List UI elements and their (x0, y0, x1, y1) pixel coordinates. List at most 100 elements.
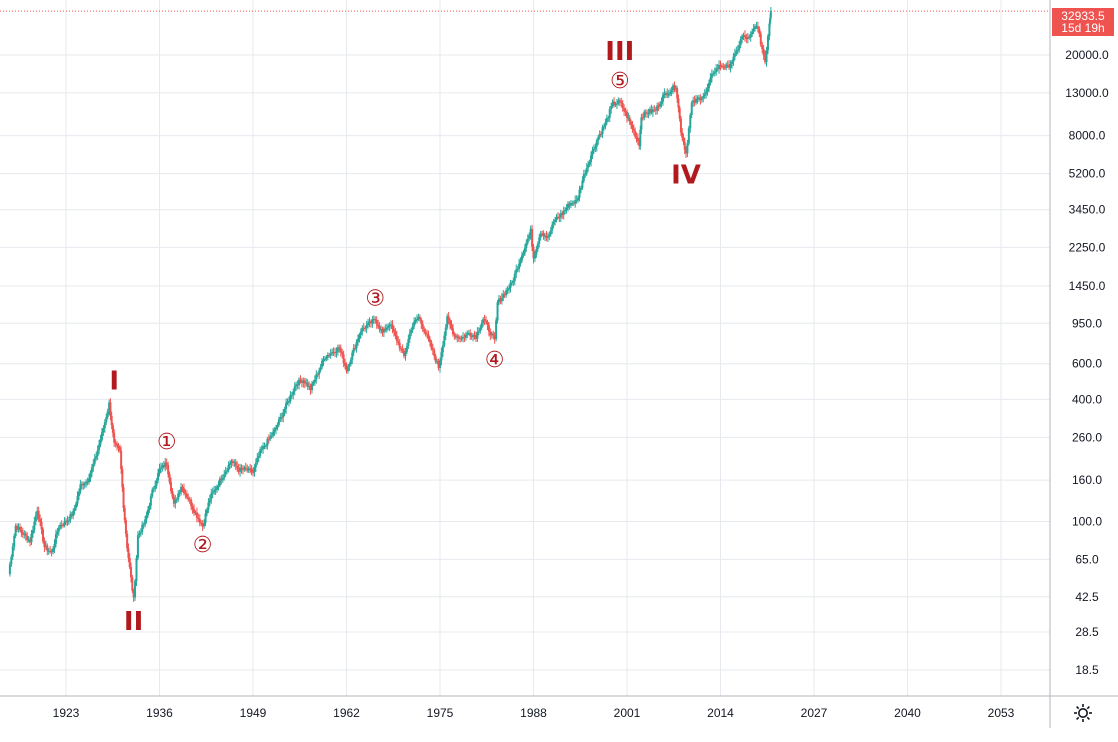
candle-body (197, 517, 200, 519)
candle-body (70, 514, 73, 517)
candle-body (391, 324, 394, 330)
x-axis-ticks[interactable]: 1923 1936 1949 1962 1975 1988 2001 2014 2027 2040… (53, 706, 1015, 720)
candle-body (351, 352, 354, 360)
candle-body (509, 282, 512, 289)
y-tick-label: 260.0 (1072, 430, 1102, 444)
candle-body (769, 18, 772, 24)
candle-body (226, 470, 229, 472)
candle-body (329, 353, 332, 356)
candle-body (664, 93, 667, 95)
candle-body (699, 97, 702, 100)
candle-body (60, 524, 63, 526)
candle-body (260, 449, 263, 451)
candle-body (473, 335, 476, 337)
candle-body (164, 462, 167, 468)
wave-label: ② (193, 533, 213, 558)
candle-body (551, 224, 554, 231)
candle-body (728, 64, 731, 68)
candle-body (63, 520, 66, 526)
candle-body (731, 61, 734, 64)
candle-body (413, 321, 416, 327)
candle-body (285, 403, 288, 409)
candle-body (263, 445, 266, 447)
candle-body (201, 523, 204, 527)
wave-label: ⑤ (610, 69, 630, 94)
candle-body (411, 326, 414, 330)
candle-body (349, 359, 352, 365)
candle-body (636, 137, 639, 142)
candle-body (555, 216, 558, 220)
candle-body (246, 468, 249, 471)
candle-body (713, 72, 716, 74)
y-axis-ticks[interactable]: 20000.0 13000.0 8000.0 5200.0 3450.0 2250.0 14… (1065, 48, 1109, 677)
candle-body (241, 468, 244, 470)
candle-body (52, 548, 55, 552)
candle-body (76, 496, 79, 504)
candle-body (575, 200, 578, 202)
candle-body (210, 493, 213, 500)
candle-body (470, 335, 473, 337)
candle-body (597, 137, 600, 141)
settings-button[interactable] (1074, 704, 1092, 722)
candle-body (635, 136, 638, 138)
candle-body (723, 67, 726, 69)
candle-body (67, 520, 70, 522)
candle-body (374, 319, 377, 321)
candle-body (632, 129, 635, 131)
candle-body (433, 350, 436, 357)
candle-body (634, 130, 637, 137)
candle-body (17, 526, 20, 530)
candle-body (490, 333, 493, 336)
candle-body (459, 338, 462, 340)
candle-body (467, 333, 470, 335)
candle-body (66, 520, 69, 523)
candle-body (480, 323, 483, 328)
candle-body (600, 133, 603, 135)
candle-body (729, 63, 732, 68)
candle-body (253, 467, 256, 473)
candle-body (483, 319, 486, 321)
candle-body (449, 320, 452, 325)
candle-body (574, 200, 577, 204)
candle-body (157, 473, 160, 481)
candle-body (628, 117, 631, 122)
candle-body (144, 519, 147, 525)
candle-body (428, 339, 431, 343)
candle-body (161, 465, 164, 468)
candle-body (536, 243, 539, 250)
candle-body (310, 383, 313, 391)
plot-area[interactable] (8, 7, 772, 602)
last-price-label: 32933.5 15d 19h (1052, 8, 1114, 36)
candle-body (29, 539, 32, 543)
candle-body (559, 213, 562, 218)
candle-body (482, 319, 485, 324)
candle-body (661, 95, 664, 102)
candle-body (431, 348, 434, 351)
candle-body (177, 493, 180, 500)
candle-body (298, 379, 301, 386)
wave-label: ④ (485, 348, 505, 373)
candle-body (338, 347, 341, 349)
candle-body (715, 68, 718, 73)
candle-body (672, 85, 675, 91)
candle-body (303, 380, 306, 384)
y-tick-label: 950.0 (1072, 316, 1102, 330)
candle-body (451, 328, 454, 335)
candle-body (666, 93, 669, 96)
last-price-countdown: 15d 19h (1061, 21, 1104, 35)
candle-body (341, 351, 344, 355)
candle-body (690, 102, 693, 116)
y-tick-label: 160.0 (1072, 473, 1102, 487)
candle-body (79, 484, 82, 492)
candle-body (358, 334, 361, 340)
candle-body (283, 408, 286, 413)
candle-body (266, 438, 269, 446)
candle-body (754, 26, 757, 29)
candle-body (554, 219, 557, 223)
candle-body (131, 577, 134, 591)
y-tick-label: 18.5 (1075, 663, 1099, 677)
candle-body (768, 23, 771, 37)
candle-body (720, 66, 723, 68)
